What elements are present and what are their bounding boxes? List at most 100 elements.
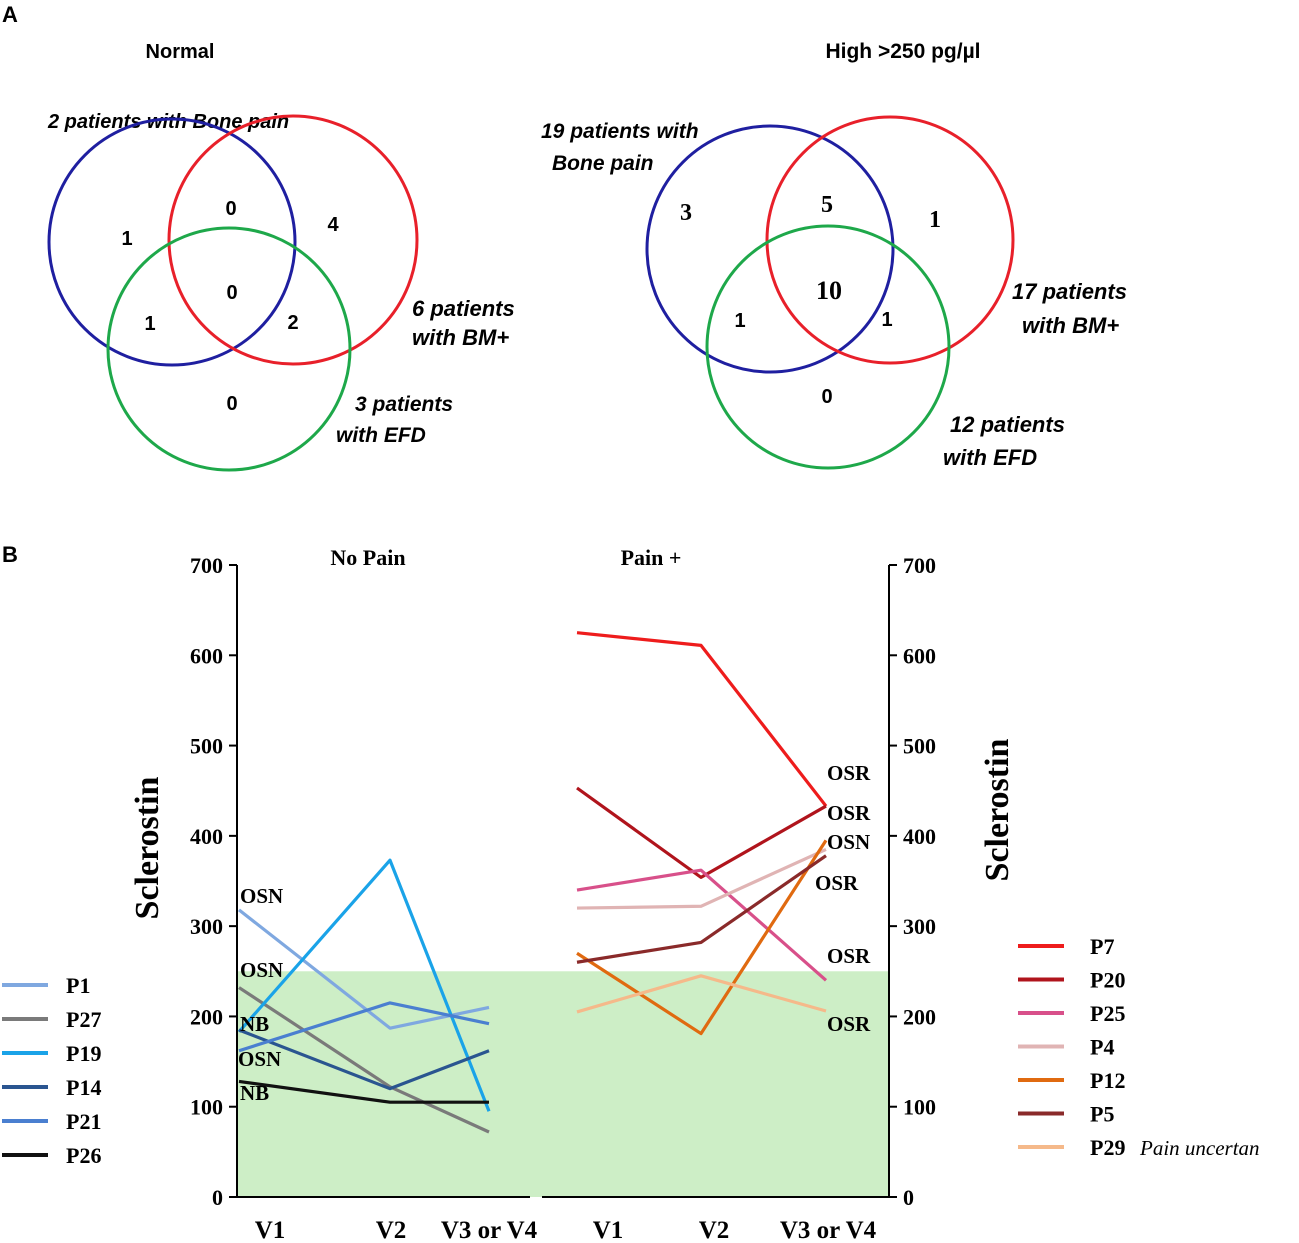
series-line-p27 <box>238 986 490 1134</box>
bm-set-label-line2: with BM+ <box>412 325 509 350</box>
x-tick-label: V3 or V4 <box>441 1217 538 1243</box>
y-tick-label-left: 300 <box>190 914 223 939</box>
y-tick-label-right: 600 <box>903 643 936 668</box>
bm-circle <box>765 115 1015 365</box>
series-line-p1 <box>238 908 490 1030</box>
region-bone-efd: 1 <box>144 313 155 335</box>
x-tick-label: V2 <box>376 1217 407 1243</box>
y-tick-label-left: 100 <box>190 1095 223 1120</box>
bone-pain-circle <box>645 124 895 374</box>
region-bone-bm: 5 <box>821 192 833 218</box>
y-tick-label-left: 200 <box>190 1004 223 1029</box>
y-tick-label-right: 100 <box>903 1095 936 1120</box>
region-all-three: 0 <box>226 282 237 304</box>
region-bone-only: 3 <box>680 200 692 226</box>
venn-title: Normal <box>146 41 215 63</box>
efd-set-label-line2: with EFD <box>943 445 1037 470</box>
legend-label: P27 <box>66 1007 101 1032</box>
y-tick-label-right: 400 <box>903 824 936 849</box>
legend-label: P14 <box>66 1075 101 1100</box>
legend-label: P7 <box>1090 934 1114 959</box>
point-label: OSR <box>827 761 871 785</box>
region-all-three: 10 <box>816 276 842 305</box>
panel-b-label: B <box>2 542 18 567</box>
region-bone-efd: 1 <box>734 310 745 332</box>
point-label: OSN <box>827 830 870 854</box>
point-label: OSR <box>815 871 859 895</box>
efd-set-label-line1: 3 patients <box>355 393 453 416</box>
y-tick-label-right: 0 <box>903 1185 914 1210</box>
efd-set-label-line2: with EFD <box>336 424 426 447</box>
region-bm-efd: 1 <box>881 309 892 331</box>
point-label: NB <box>240 1012 269 1036</box>
group-title-no-pain: No Pain <box>330 545 405 570</box>
y-tick-label-right: 500 <box>903 734 936 759</box>
bm-set-label-line1: 17 patients <box>1012 279 1127 304</box>
point-label: OSN <box>240 958 283 982</box>
y-tick-label-left: 600 <box>190 643 223 668</box>
legend-label: P25 <box>1090 1001 1125 1026</box>
x-tick-label: V1 <box>255 1217 286 1243</box>
point-label: OSN <box>238 1047 281 1071</box>
efd-circle <box>106 226 352 472</box>
y-tick-label-left: 0 <box>212 1185 223 1210</box>
bone-pain-set-label-line2: Bone pain <box>552 152 654 175</box>
legend-label: P12 <box>1090 1068 1125 1093</box>
series-line-p4 <box>576 847 827 910</box>
y-tick-label-left: 400 <box>190 824 223 849</box>
series-line-p19 <box>237 858 491 1112</box>
bone-pain-circle <box>47 117 297 367</box>
point-label: OSR <box>827 1012 871 1036</box>
y-axis-label-left: Sclerostin <box>129 776 166 919</box>
legend-label: P21 <box>66 1109 101 1134</box>
legend-label: P29 <box>1090 1135 1125 1160</box>
normal-range-band <box>237 971 889 1197</box>
point-label: OSN <box>240 884 283 908</box>
legend-label: P5 <box>1090 1102 1114 1127</box>
series-layer <box>237 631 828 1134</box>
axes: 0 0 100 100 200 200 300 300 400 400 500 500 600 600 70… <box>190 553 936 1243</box>
bone-pain-set-label: 2 patients with Bone pain <box>47 111 289 133</box>
legend-right: P7 P20 P25 P4 P12 P5 P29 Pain uncertan <box>1018 934 1260 1160</box>
pain-point-labels: OSR OSR OSN OSR OSR OSR <box>815 761 871 1036</box>
y-tick-label-right: 200 <box>903 1004 936 1029</box>
bone-pain-set-label-line1: 19 patients with <box>541 120 699 143</box>
point-label: OSR <box>827 801 871 825</box>
series-line-p7 <box>576 631 828 808</box>
y-tick-label-left: 700 <box>190 553 223 578</box>
region-efd-only: 0 <box>226 393 237 415</box>
legend-label: P20 <box>1090 968 1125 993</box>
series-line-p21 <box>238 1001 490 1053</box>
legend-label: P26 <box>66 1143 101 1168</box>
venn-title: High >250 pg/µl <box>825 40 980 63</box>
region-bm-only: 1 <box>929 207 941 233</box>
series-line-p20 <box>576 786 827 879</box>
region-bm-efd: 2 <box>287 312 298 334</box>
y-tick-label-left: 500 <box>190 734 223 759</box>
group-title-pain: Pain + <box>621 545 682 570</box>
y-tick-label-right: 700 <box>903 553 936 578</box>
efd-circle <box>705 224 951 470</box>
series-line-p26 <box>238 1079 489 1104</box>
venn-normal: Normal 2 patients with Bone pain 1 0 4 0… <box>47 41 515 472</box>
region-efd-only: 0 <box>821 386 832 408</box>
bm-circle <box>167 114 419 366</box>
y-tick-label-right: 300 <box>903 914 936 939</box>
venn-high: High >250 pg/µl 19 patients with Bone pa… <box>541 40 1127 470</box>
series-line-p5 <box>576 854 827 964</box>
x-tick-label: V2 <box>699 1217 730 1243</box>
panel-a-label: A <box>2 2 18 27</box>
bm-set-label-line1: 6 patients <box>412 296 515 321</box>
point-label: OSR <box>827 944 871 968</box>
x-tick-label: V1 <box>593 1217 624 1243</box>
series-line-p12 <box>576 839 828 1036</box>
legend-label: P4 <box>1090 1035 1114 1060</box>
no-pain-point-labels: OSN OSN NB OSN NB <box>238 884 283 1105</box>
series-line-p14 <box>238 1028 490 1091</box>
region-bone-bm: 0 <box>225 198 236 220</box>
region-bone-only: 1 <box>121 228 132 250</box>
series-line-p25 <box>576 868 828 982</box>
legend-note: Pain uncertan <box>1139 1136 1260 1160</box>
region-bm-only: 4 <box>327 214 339 236</box>
